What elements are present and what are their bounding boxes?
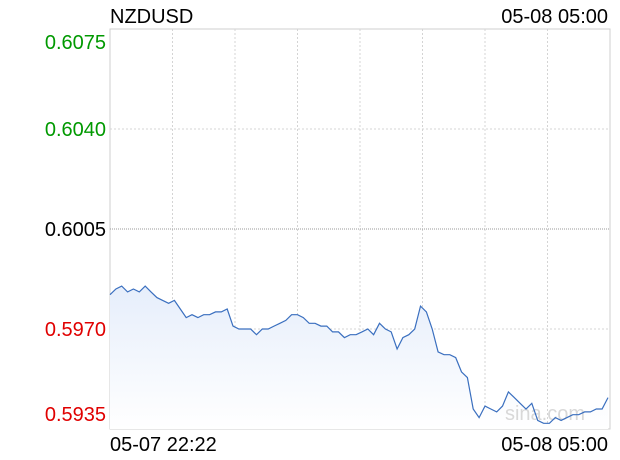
y-tick-label: 0.5935	[45, 404, 106, 426]
price-line	[109, 285, 609, 424]
timestamp: 05-08 05:00	[501, 6, 608, 28]
y-tick-label: 0.5970	[45, 319, 106, 341]
x-tick-label: 05-08 05:00	[501, 434, 608, 456]
y-tick-label: 0.6040	[45, 119, 106, 141]
watermark: sina.com	[505, 403, 585, 425]
x-tick-label: 05-07 22:22	[110, 434, 217, 456]
y-tick-label: 0.6005	[45, 219, 106, 241]
y-tick-label: 0.6075	[45, 32, 106, 54]
area	[110, 286, 608, 429]
chart-title: NZDUSD	[110, 6, 193, 28]
